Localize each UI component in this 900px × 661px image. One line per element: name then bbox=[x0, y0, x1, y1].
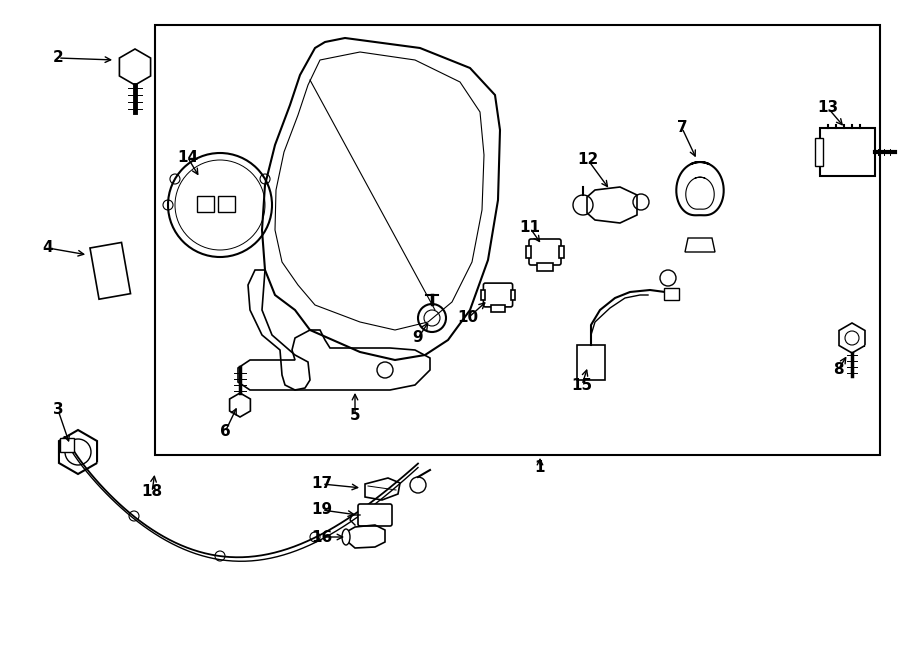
Bar bbox=[197, 196, 214, 212]
Bar bbox=[510, 290, 515, 300]
Bar bbox=[820, 128, 875, 176]
Text: 3: 3 bbox=[53, 403, 63, 418]
Text: 6: 6 bbox=[220, 424, 230, 440]
Text: 10: 10 bbox=[457, 311, 479, 325]
Text: 19: 19 bbox=[311, 502, 333, 518]
Bar bbox=[218, 196, 235, 212]
Bar bbox=[559, 246, 564, 258]
FancyBboxPatch shape bbox=[358, 504, 392, 526]
Text: 8: 8 bbox=[832, 362, 843, 377]
Bar bbox=[664, 288, 679, 300]
Text: 4: 4 bbox=[42, 241, 53, 256]
Ellipse shape bbox=[342, 529, 350, 545]
Bar bbox=[526, 246, 531, 258]
Bar bbox=[155, 25, 880, 455]
Text: 11: 11 bbox=[519, 221, 541, 235]
Bar bbox=[815, 138, 823, 166]
Text: 5: 5 bbox=[350, 407, 360, 422]
Bar bbox=[60, 438, 74, 452]
Bar bbox=[491, 305, 505, 312]
FancyBboxPatch shape bbox=[483, 283, 513, 307]
Text: 1: 1 bbox=[535, 459, 545, 475]
Bar bbox=[537, 263, 553, 271]
Text: 15: 15 bbox=[572, 377, 592, 393]
Text: 7: 7 bbox=[677, 120, 688, 136]
Text: 12: 12 bbox=[578, 153, 599, 167]
Text: 9: 9 bbox=[413, 330, 423, 346]
Text: 2: 2 bbox=[52, 50, 63, 65]
Text: 16: 16 bbox=[311, 529, 333, 545]
Text: 17: 17 bbox=[311, 477, 333, 492]
Text: 18: 18 bbox=[141, 485, 163, 500]
FancyBboxPatch shape bbox=[529, 239, 561, 265]
Bar bbox=[481, 290, 485, 300]
Text: 13: 13 bbox=[817, 100, 839, 116]
Bar bbox=[90, 243, 130, 299]
Text: 14: 14 bbox=[177, 151, 199, 165]
Bar bbox=[577, 345, 605, 380]
